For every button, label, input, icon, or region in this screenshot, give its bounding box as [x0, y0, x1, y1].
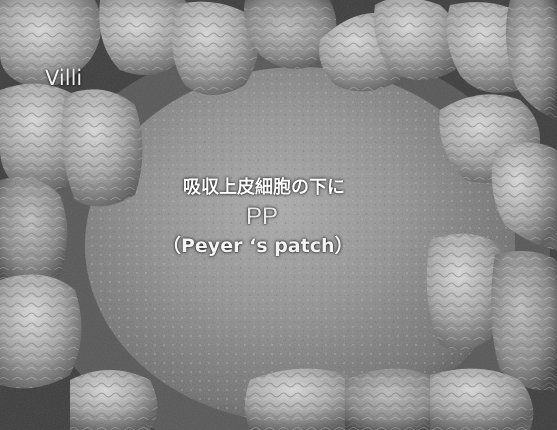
peyers-patch-label: （Peyer ‘s patch）	[162, 235, 354, 257]
villi-label: Villi	[45, 66, 83, 90]
absorptive-epithelium-label: 吸収上皮細胞の下に	[183, 177, 345, 198]
pp-label: PP	[246, 203, 279, 230]
